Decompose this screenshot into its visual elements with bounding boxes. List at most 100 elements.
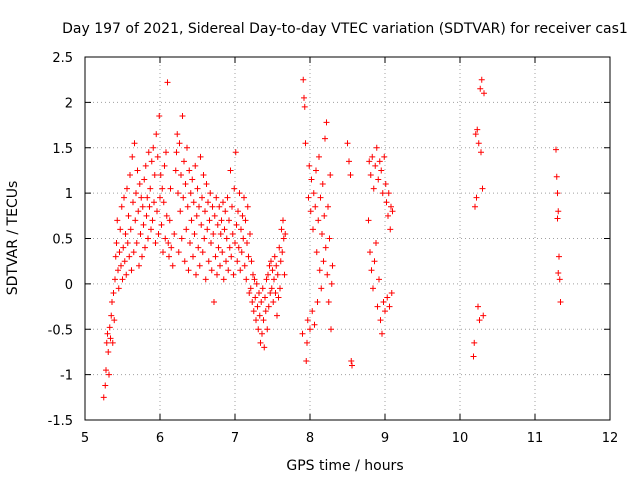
data-point xyxy=(133,190,139,197)
y-tick-label: 0.5 xyxy=(52,233,73,248)
data-point xyxy=(327,171,334,178)
data-point xyxy=(274,271,281,278)
data-point xyxy=(310,226,316,233)
data-point xyxy=(325,203,331,210)
data-point xyxy=(137,230,144,237)
data-point xyxy=(212,253,219,260)
data-point xyxy=(265,271,271,278)
data-point xyxy=(472,131,479,138)
data-point xyxy=(554,190,561,197)
data-point xyxy=(344,140,351,147)
data-point xyxy=(152,240,159,247)
data-point xyxy=(105,348,112,355)
data-point xyxy=(370,185,377,192)
data-point xyxy=(256,312,263,319)
y-tick-label: 2.5 xyxy=(52,51,73,66)
data-point xyxy=(274,312,280,319)
data-point xyxy=(312,203,319,210)
data-point xyxy=(253,280,260,287)
data-point xyxy=(229,203,235,210)
data-point xyxy=(243,276,250,283)
data-point xyxy=(277,285,283,292)
data-point xyxy=(239,212,246,219)
data-point xyxy=(216,203,223,210)
data-point xyxy=(175,249,182,256)
data-point xyxy=(385,190,392,197)
data-point xyxy=(182,181,189,188)
data-point xyxy=(556,253,562,260)
data-point xyxy=(553,146,559,153)
data-point xyxy=(213,194,220,201)
data-point xyxy=(181,258,188,265)
data-point xyxy=(307,208,314,215)
data-point xyxy=(230,271,237,278)
data-point xyxy=(135,208,142,215)
data-point xyxy=(383,199,390,206)
data-point xyxy=(388,203,394,210)
data-point xyxy=(211,299,217,306)
data-point xyxy=(217,262,223,269)
data-point xyxy=(320,258,327,265)
data-point xyxy=(237,267,244,274)
data-point xyxy=(246,289,253,296)
data-point xyxy=(132,217,139,224)
data-point xyxy=(374,303,381,310)
data-point xyxy=(316,267,323,274)
data-point xyxy=(254,303,261,310)
data-point xyxy=(127,226,134,233)
data-point xyxy=(112,276,118,283)
data-point xyxy=(113,240,120,247)
data-point xyxy=(269,267,276,274)
data-point xyxy=(120,244,127,251)
data-point xyxy=(366,158,373,165)
data-point xyxy=(190,253,196,260)
data-point xyxy=(268,258,274,265)
data-point xyxy=(179,112,186,119)
y-tick-label: 0 xyxy=(65,278,73,293)
data-point xyxy=(196,203,202,210)
data-point xyxy=(244,240,250,247)
data-point xyxy=(210,230,217,237)
data-point xyxy=(306,162,313,169)
data-point xyxy=(279,249,286,256)
data-point xyxy=(167,185,174,192)
data-point xyxy=(386,303,393,310)
data-point xyxy=(234,258,241,265)
data-point xyxy=(186,167,193,174)
data-point xyxy=(136,262,142,269)
data-point xyxy=(127,171,133,178)
data-point xyxy=(190,199,197,206)
data-point xyxy=(242,217,249,224)
data-point xyxy=(389,208,396,215)
data-point xyxy=(199,194,205,201)
data-point xyxy=(114,217,121,224)
data-point xyxy=(241,262,248,269)
data-point xyxy=(281,271,288,278)
chart-title: Day 197 of 2021, Sidereal Day-to-day VTE… xyxy=(62,21,628,37)
data-point xyxy=(554,215,561,222)
data-point xyxy=(115,267,121,274)
data-point xyxy=(185,267,192,274)
data-point xyxy=(145,235,151,242)
data-point xyxy=(102,382,109,389)
data-point xyxy=(253,317,259,324)
data-point xyxy=(385,212,391,219)
data-point xyxy=(177,208,184,215)
x-tick-label: 8 xyxy=(306,431,314,446)
data-point xyxy=(151,171,158,178)
data-point xyxy=(156,112,163,119)
data-point xyxy=(268,285,275,292)
data-point xyxy=(255,326,262,333)
data-point xyxy=(115,285,122,292)
data-point xyxy=(205,199,211,206)
data-point xyxy=(205,258,212,265)
data-point xyxy=(258,299,265,306)
y-tick-label: 1 xyxy=(65,187,73,202)
grid xyxy=(85,57,610,420)
data-point xyxy=(232,240,238,247)
data-point xyxy=(214,221,221,228)
data-point xyxy=(388,289,395,296)
data-point xyxy=(308,176,315,183)
data-point xyxy=(309,308,316,315)
